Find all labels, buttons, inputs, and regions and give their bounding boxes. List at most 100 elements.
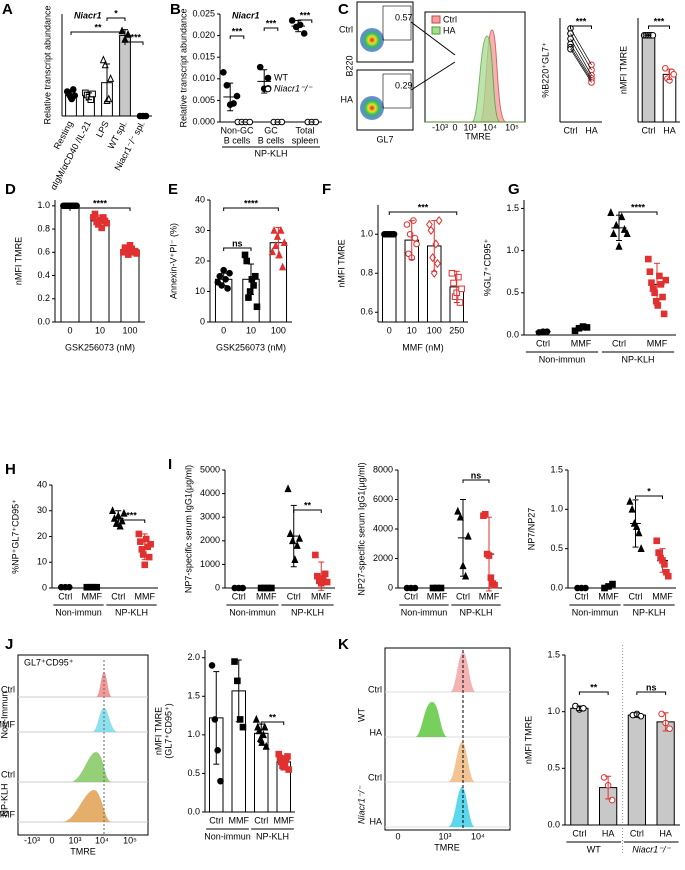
significance-label: **** [631,202,646,212]
data-point [280,238,288,246]
data-point [99,55,107,64]
significance-bracket [106,17,126,21]
pair-line [570,33,592,71]
y-tick-label: 5000 [200,464,220,474]
data-point [252,714,260,723]
data-point [217,777,224,785]
y-tick-label: 30 [195,225,205,235]
row-label: Ctrl [368,684,382,694]
data-point [491,581,498,589]
x-tick-label: MMF [571,338,592,348]
x-tick-label: Ctrl [254,815,268,825]
pair-line [570,28,592,65]
y-tick-label: 6000 [373,494,393,504]
axis-tick: -10³ [24,835,40,845]
gate-value: 0.29 [395,80,413,90]
data-point [456,512,464,521]
pair-line [570,46,592,81]
x-tick-label: 10 [407,325,417,335]
y-tick-label: 1.5 [187,691,200,701]
significance-label: **** [127,32,142,42]
significance-label: ns [646,682,657,692]
j-histograms [17,654,149,836]
y-tick-label: 0.025 [192,8,215,18]
y-tick-label: 0.010 [192,73,215,83]
y-tick-label: 40 [37,479,47,489]
significance-label: *** [232,26,243,36]
data-point [580,704,587,712]
data-point [108,506,117,515]
data-point [250,282,257,289]
data-point [233,92,241,100]
x-tick-label: HA [663,125,676,135]
significance-bracket [229,35,245,39]
group-label: Non-Immun [0,691,9,738]
y-tick-label: 10 [195,286,205,296]
x-tick-label: Ctrl [536,338,550,348]
data-point [259,730,267,739]
row-label: HA [369,727,382,737]
x-tick-label: B cells [258,135,285,145]
plot-frame [356,1,414,63]
gate-value: 0.57 [395,12,413,22]
y-tick-label: 0.0 [547,819,560,829]
data-point [403,221,411,228]
data-point [145,553,153,561]
x-tick-label: MMF [229,815,250,825]
data-point [291,555,299,563]
axis-tick: 0 [452,122,457,132]
hist-frame [17,654,149,836]
y-axis-label: Relative transcript abundance [42,5,52,124]
significance-label: *** [266,18,277,28]
y-tick-label: 0.2 [37,293,50,303]
y-tick-label: 40 [195,194,205,204]
data-point [241,251,249,259]
pair-line [570,38,592,76]
panel-label: H [5,461,16,478]
legend-marker [264,85,272,93]
data-point [411,234,419,242]
data-point [273,232,282,240]
x-tick-label: MMF [652,591,673,601]
hist-frame [384,647,511,831]
data-point [279,262,287,271]
legend-marker [264,74,272,82]
x-tick-label: spleen [292,135,319,145]
bar [627,714,646,826]
y-tick-label: 4000 [373,523,393,533]
x-tick-label: Ctrl [58,591,72,601]
data-point [226,269,233,277]
data-point [296,21,304,29]
data-point [300,30,308,37]
group-label: NP-KLH [632,607,665,617]
bar [570,707,589,826]
x-tick-label: Ctrl [456,591,470,601]
data-point [637,544,645,552]
significance-label: *** [418,202,429,212]
y-tick-label: 0.000 [192,116,215,126]
significance-label: *** [300,10,311,20]
bar [120,249,140,323]
data-point [609,580,616,588]
x-tick-label: 0 [67,325,72,335]
data-point [312,551,319,559]
significance-label: *** [576,16,587,26]
significance-bracket [618,211,658,215]
x-tick-label: B cells [224,135,251,145]
data-point [272,241,280,250]
data-point [644,255,652,263]
x-tick-label: Ctrl [572,828,586,838]
x-tick-label: Ctrl [629,591,643,601]
group-label: Non-immun [229,607,276,617]
data-point [660,310,668,318]
y-tick-label: 30 [37,505,47,515]
y-tick-label: 0 [42,582,47,592]
data-point [284,753,291,760]
y-tick-label: 4000 [200,488,220,498]
y-tick-label: 0.5 [506,287,519,297]
x-axis-label: NP-KLH [254,148,287,158]
data-point [284,484,292,493]
y-tick-label: 0.5 [187,768,200,778]
data-point [285,766,293,773]
bar [119,34,131,117]
